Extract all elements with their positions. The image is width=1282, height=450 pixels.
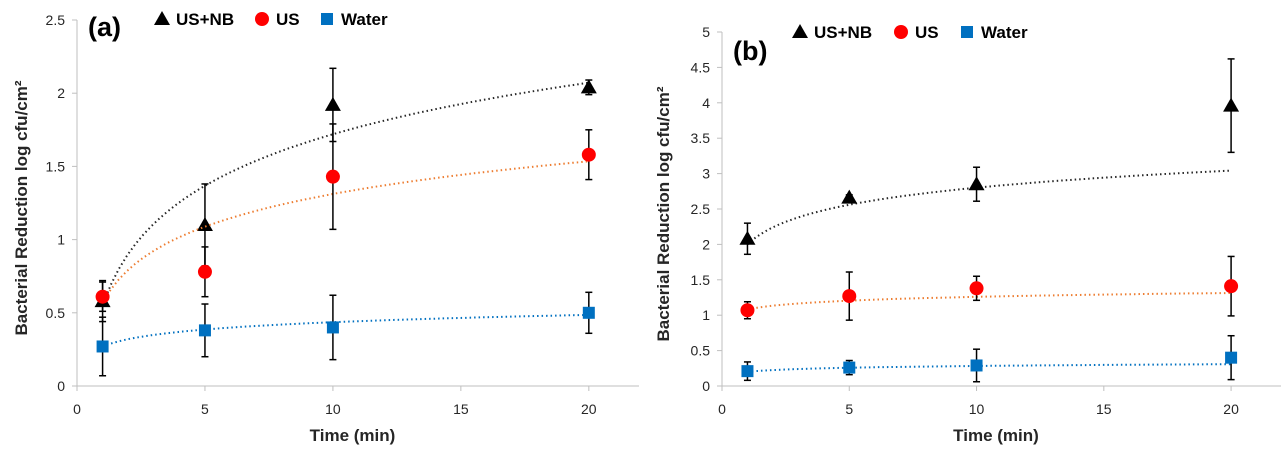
panel-b-y-axis-title: Bacterial Reduction log cfu/cm²: [654, 86, 673, 341]
panel-b-point-us: [842, 289, 857, 304]
panel-b-y-tick-label: 5: [702, 24, 710, 40]
panel-b-legend-label-water: Water: [981, 23, 1028, 42]
panel-a-legend-marker-us-nb: [154, 11, 170, 25]
panel-b-x-tick-label: 20: [1223, 401, 1239, 417]
panel-b-y-tick-label: 0.5: [691, 343, 711, 359]
panel-a-y-tick-label: 1: [57, 232, 65, 248]
panel-a-point-us-nb: [196, 216, 213, 231]
panel-b-y-tick-label: 3.5: [691, 130, 711, 146]
panel-b-y-tick-label: 4: [702, 95, 710, 111]
panel-b-legend-marker-water: [961, 26, 973, 38]
panel-b-point-water: [1225, 351, 1238, 364]
panel-b-x-tick-label: 15: [1096, 401, 1112, 417]
panel-b-point-us-nb: [841, 189, 858, 204]
panel-b-x-tick-label: 10: [969, 401, 985, 417]
panel-a-y-tick-label: 2.5: [46, 12, 66, 28]
panel-a-trendline-us: [101, 160, 589, 304]
panel-a-legend-item-water: Water: [321, 10, 388, 29]
panel-b-point-us-nb: [1223, 97, 1240, 112]
panel-b-point-water: [843, 361, 856, 374]
panel-a-y-axis-title: Bacterial Reduction log cfu/cm²: [12, 80, 31, 335]
panel-b-legend-label-us: US: [915, 23, 939, 42]
panel-a-x-tick-label: 20: [581, 401, 597, 417]
panel-b-point-us-nb: [968, 176, 985, 191]
panel-a-legend-marker-us: [255, 12, 269, 26]
panel-a-legend-label-water: Water: [341, 10, 388, 29]
panel-a-point-water: [582, 306, 595, 319]
panel-b-point-us: [969, 281, 984, 296]
panel-a-y-tick-label: 0: [57, 378, 65, 394]
panel-b-legend-item-us-nb: US+NB: [792, 23, 872, 42]
panel-a-point-us-nb: [580, 79, 597, 94]
panel-b-label: (b): [733, 36, 767, 66]
panel-a-x-tick-label: 5: [201, 401, 209, 417]
panel-a-point-us: [95, 289, 110, 304]
panel-b-y-tick-label: 1.5: [691, 272, 711, 288]
panel-a-point-us: [325, 169, 340, 184]
panel-a-point-us-nb: [324, 96, 341, 111]
panel-a-point-water: [96, 340, 109, 353]
panel-b-point-water: [970, 359, 983, 372]
panel-b-legend-marker-us-nb: [792, 24, 808, 38]
panel-b-y-tick-label: 0: [702, 378, 710, 394]
panel-b-y-tick-label: 2.5: [691, 201, 711, 217]
panel-b-trendline-us: [747, 292, 1232, 311]
panel-b-legend-marker-us: [894, 25, 908, 39]
panel-b-trendline-water: [747, 363, 1232, 373]
panel-b: 0 0.5 1 1.5 2 2.5 3 3.5 4 4.5 5 0 5 10 15 20 Time (min) B…: [654, 23, 1281, 445]
panel-a-y-tick-label: 0.5: [46, 305, 66, 321]
panel-a: 0 0.5 1 1.5 2 2.5 0 5 10 15 20 Time (min) Bacterial …: [12, 10, 639, 445]
panel-b-x-tick-label: 5: [845, 401, 853, 417]
panel-a-trendline-us-nb: [101, 81, 589, 306]
panel-b-y-tick-label: 2: [702, 236, 710, 252]
panel-b-x-axis-title: Time (min): [953, 426, 1039, 445]
panel-a-legend-item-us: US: [255, 10, 300, 29]
panel-b-trendline-us-nb: [746, 169, 1232, 246]
panel-a-legend-marker-water: [321, 13, 333, 25]
panel-a-y-tick-label: 2: [57, 85, 65, 101]
panel-b-y-tick-label: 3: [702, 166, 710, 182]
panel-b-y-tick-label: 4.5: [691, 59, 711, 75]
panel-a-legend-item-us-nb: US+NB: [154, 10, 234, 29]
panel-a-label: (a): [88, 12, 121, 42]
panel-a-point-us: [581, 147, 596, 162]
panel-a-x-tick-label: 0: [73, 401, 81, 417]
panel-a-x-tick-label: 15: [453, 401, 469, 417]
panel-b-legend-label-us-nb: US+NB: [814, 23, 872, 42]
panel-b-legend-item-water: Water: [961, 23, 1028, 42]
panel-a-y-tick-label: 1.5: [46, 158, 66, 174]
panel-b-point-water: [741, 365, 754, 378]
panel-a-point-water: [198, 324, 211, 337]
panel-a-legend-label-us: US: [276, 10, 300, 29]
panel-a-point-water: [326, 321, 339, 334]
panel-a-x-axis-title: Time (min): [310, 426, 396, 445]
panel-a-trendline-water: [102, 313, 589, 348]
panel-b-legend-item-us: US: [894, 23, 939, 42]
panel-a-point-us: [197, 264, 212, 279]
panel-a-legend-label-us-nb: US+NB: [176, 10, 234, 29]
panel-b-point-us: [1224, 279, 1239, 294]
panel-b-point-us: [740, 303, 755, 318]
panel-a-x-tick-label: 10: [325, 401, 341, 417]
panel-b-point-us-nb: [739, 230, 756, 245]
panel-b-x-tick-label: 0: [718, 401, 726, 417]
panel-b-y-tick-label: 1: [702, 307, 710, 323]
